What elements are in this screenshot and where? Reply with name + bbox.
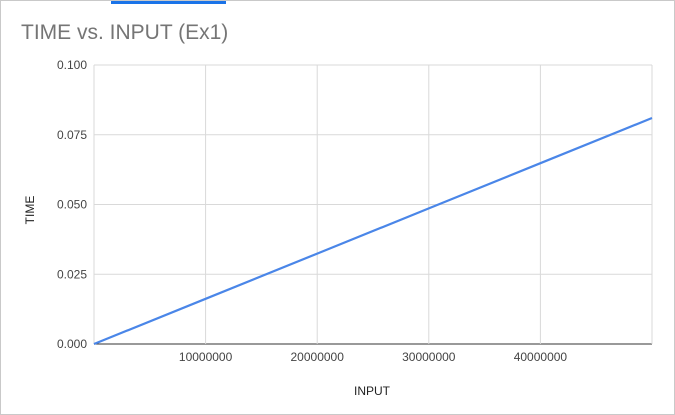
tab-highlight-bar [111, 1, 226, 4]
x-tick-label: 30000000 [402, 350, 456, 364]
x-tick-label: 20000000 [291, 350, 345, 364]
grid-lines [93, 64, 653, 345]
x-axis-title: INPUT [354, 384, 391, 398]
x-tick-label: 40000000 [514, 350, 568, 364]
y-tick-label: 0.050 [57, 198, 87, 212]
y-axis-title: TIME [23, 196, 37, 225]
y-tick-label: 0.100 [57, 58, 87, 72]
series-line [93, 116, 653, 346]
y-tick-label: 0.075 [57, 128, 87, 142]
series-layer [93, 116, 653, 346]
x-tick-label: 10000000 [179, 350, 233, 364]
y-tick-label: 0.000 [57, 337, 87, 351]
tick-labels: 0.000 0.025 0.050 0.075 0.100 10000000 2000000… [57, 58, 567, 364]
y-tick-label: 0.025 [57, 267, 87, 281]
chart-title: TIME vs. INPUT (Ex1) [21, 21, 229, 44]
